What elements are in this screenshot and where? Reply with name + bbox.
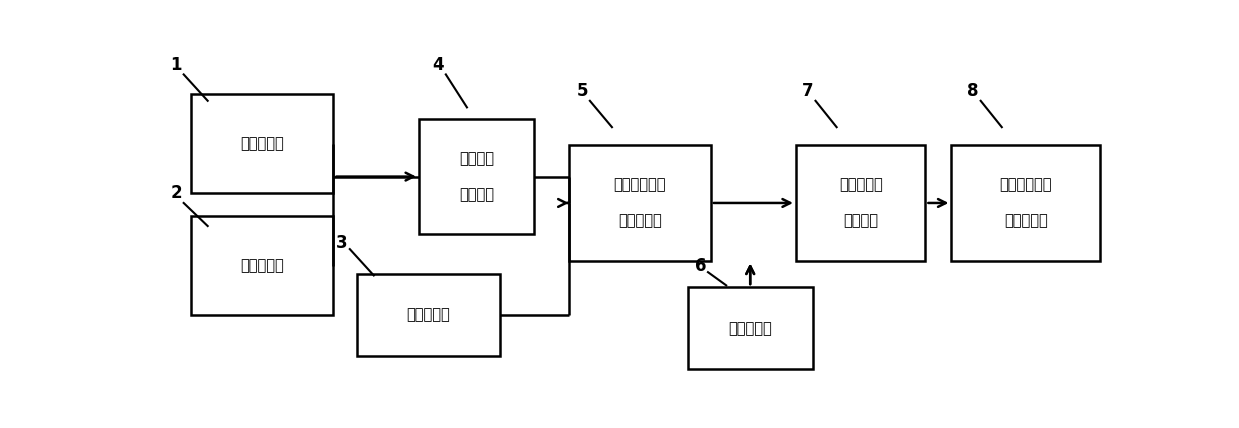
Text: 2: 2: [170, 184, 182, 202]
Text: 气动转矩估计: 气动转矩估计: [613, 177, 667, 192]
Text: 转速传感器: 转速传感器: [406, 307, 451, 323]
Text: 电压传感器: 电压传感器: [240, 136, 284, 151]
Bar: [688, 287, 813, 369]
Bar: [795, 145, 926, 261]
Text: 量计算系统: 量计算系统: [618, 214, 662, 229]
Bar: [191, 94, 333, 193]
Text: 3: 3: [336, 234, 348, 252]
Text: 转矩附加值: 转矩附加值: [839, 177, 882, 192]
Text: 转矩控制给定: 转矩控制给定: [1000, 177, 1052, 192]
Bar: [419, 119, 534, 234]
Text: 1: 1: [170, 56, 182, 74]
Text: 计算系统: 计算系统: [460, 187, 494, 202]
Text: 低通滤波器: 低通滤波器: [729, 321, 772, 336]
Text: 4: 4: [432, 56, 444, 74]
Text: 构建系统: 构建系统: [844, 214, 878, 229]
Text: 7: 7: [802, 82, 814, 100]
Text: 8: 8: [968, 82, 979, 100]
Text: 5: 5: [576, 82, 589, 100]
Text: 6: 6: [695, 256, 706, 275]
Bar: [358, 274, 499, 356]
Text: 电流传感器: 电流传感器: [240, 258, 284, 273]
Bar: [569, 145, 711, 261]
Bar: [952, 145, 1100, 261]
Text: 电磁转矩: 电磁转矩: [460, 151, 494, 166]
Text: 值计算系统: 值计算系统: [1004, 214, 1048, 229]
Bar: [191, 216, 333, 315]
